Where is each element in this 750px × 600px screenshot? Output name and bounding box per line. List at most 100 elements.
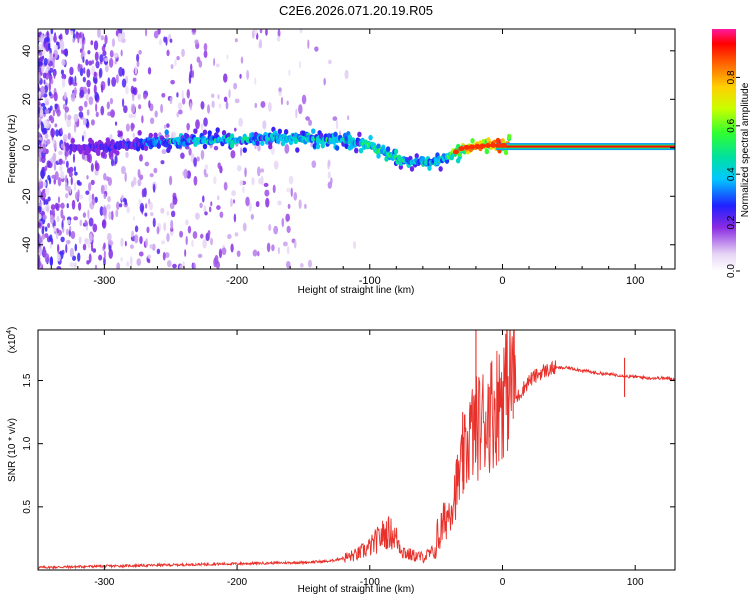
spectrogram-noise-cell: [138, 199, 142, 205]
spectrogram-ridge-cell: [164, 129, 169, 135]
spectrogram-noise-cell: [282, 241, 288, 247]
snr-y-tick-label: 1.0: [22, 436, 33, 450]
spectrogram-ridge-cell: [135, 145, 141, 152]
spectrogram-ridge-peak: [474, 143, 481, 149]
spectrogram-noise-cell: [137, 93, 141, 100]
spectrogram-noise-cell: [69, 186, 72, 194]
spectrogram-noise-cell: [163, 222, 167, 232]
spectrogram-noise-cell: [187, 225, 192, 234]
spectrogram-noise-cell: [60, 236, 65, 243]
spectrogram-noise-cell: [191, 29, 196, 33]
spectrogram-noise-cell: [120, 257, 123, 262]
colorbar-label: Normalized spectral amplitude: [740, 82, 750, 217]
spectrogram-noise-cell: [38, 90, 41, 100]
spectrogram-noise-cell: [86, 68, 91, 78]
spectrogram-noise-cell: [295, 108, 298, 119]
snr-y-axis: 0.5 1.0 1.5: [22, 373, 675, 514]
spectrogram-noise-cell: [103, 250, 106, 259]
spectrogram-ridge-cell: [358, 147, 364, 154]
spectrogram-noise-cell: [257, 144, 261, 152]
snr-x-tick-label: -200: [227, 577, 247, 588]
spectrogram-noise-cell: [132, 132, 135, 139]
spectrogram-noise-cell: [131, 230, 135, 238]
spectrogram-noise-cell: [65, 193, 69, 199]
spectrogram-noise-cell: [255, 200, 260, 208]
spectrogram-noise-cell: [38, 71, 41, 82]
spectrogram-noise-cell: [166, 211, 170, 216]
spectrogram-noise-cell: [38, 181, 43, 186]
spectrogram-ridge-peak: [458, 146, 465, 152]
spectrogram-noise-cell: [38, 189, 42, 198]
spectrogram-noise-cell: [103, 242, 106, 250]
spectrogram-ridge-peak: [500, 142, 507, 148]
spectrogram-noise-cell: [44, 133, 49, 139]
spectrogram-noise-cell: [41, 143, 46, 154]
spectrogram-noise-cell: [130, 103, 136, 114]
spectrogram-noise-cell: [234, 127, 237, 132]
spectrogram-noise-cell: [104, 57, 109, 62]
spectrogram-noise-cell: [196, 156, 200, 162]
spectrogram-noise-cell: [108, 211, 112, 220]
spectrogram-noise-cell: [100, 84, 104, 93]
spectrogram-noise-cell: [169, 202, 175, 210]
spectrogram-noise-cell: [189, 102, 192, 111]
spectrogram-noise-cell: [69, 66, 74, 76]
spectrogram-noise-cell: [86, 79, 91, 88]
spectrogram-noise-cell: [136, 53, 140, 62]
spectrogram-noise-cell: [210, 237, 213, 246]
spectrogram-noise-cell: [238, 117, 244, 127]
spectrogram-noise-cell: [230, 150, 236, 159]
spectrogram-noise-cell: [43, 79, 46, 85]
spectrogram-noise-cell: [166, 123, 170, 128]
spectrogram-noise-cell: [217, 195, 220, 201]
spectrogram-noise-cell: [161, 149, 167, 155]
spectrogram-noise-cell: [94, 196, 98, 203]
spectrogram-noise-cell: [263, 182, 269, 188]
spectrogram-noise-cell: [126, 206, 131, 214]
spectrogram-noise-cell: [344, 69, 349, 80]
spectrogram-noise-cell: [260, 175, 264, 186]
spectrogram-y-tick-label: 40: [21, 45, 33, 57]
spectrogram-noise-cell: [42, 192, 47, 199]
spectrogram-noise-cell: [99, 206, 104, 216]
spectrogram-noise-cell: [48, 42, 51, 51]
spectrogram-noise-cell: [230, 198, 233, 208]
spectrogram-noise-cell: [77, 189, 80, 198]
spectrogram-noise-cell: [53, 91, 58, 102]
spectrogram-noise-cell: [239, 73, 242, 79]
spectrogram-noise-cell: [56, 108, 61, 117]
spectrogram-ridge-cell: [207, 130, 212, 136]
spectrogram-ridge-cell: [255, 140, 260, 146]
snr-x-tick-label: 100: [627, 577, 644, 588]
spectrogram-noise-cell: [147, 254, 152, 259]
spectrogram-noise-cell: [293, 192, 298, 201]
spectrogram-noise-cell: [53, 34, 57, 43]
spectrogram-noise-cell: [177, 102, 183, 110]
spectrogram-ridge-cell: [470, 138, 475, 144]
spectrogram-ridge-cell: [100, 151, 106, 158]
spectrogram-noise-cell: [64, 111, 67, 121]
spectrogram-noise-cell: [77, 63, 81, 72]
spectrogram-noise-cell: [199, 202, 203, 209]
spectrogram-noise-cell: [68, 171, 73, 178]
spectrogram-ridge-cell: [393, 148, 399, 155]
spectrogram-noise-cell: [79, 66, 84, 77]
colorbar-gradient: [712, 29, 736, 271]
spectrogram-noise-cell: [201, 195, 205, 203]
spectrogram-noise-cell: [272, 184, 276, 194]
spectrogram-noise-cell: [38, 147, 42, 158]
spectrogram-noise-cell: [82, 56, 85, 64]
spectrogram-noise-cell: [49, 52, 53, 62]
spectrogram-noise-cell: [82, 243, 87, 251]
spectrogram-ridge-cell: [283, 129, 289, 135]
spectrogram-noise-cell: [268, 224, 272, 232]
spectrogram-noise-cell: [288, 175, 294, 185]
spectrogram-noise-cell: [70, 76, 74, 85]
spectrogram-ridge-cell: [376, 143, 381, 150]
spectrogram-noise-cell: [204, 211, 208, 216]
spectrogram-noise-cell: [82, 212, 87, 218]
spectrogram-noise-cell: [49, 114, 53, 121]
spectrogram-noise-cell: [245, 196, 250, 207]
spectrogram-noise-cell: [185, 235, 188, 246]
